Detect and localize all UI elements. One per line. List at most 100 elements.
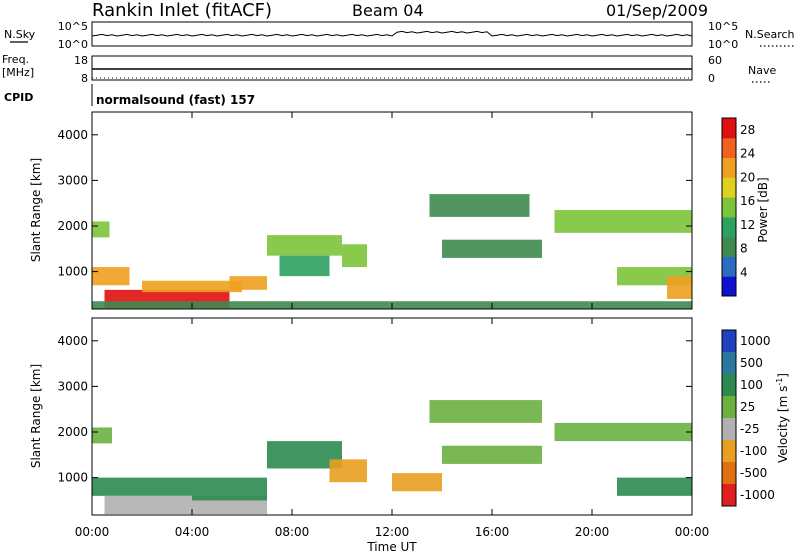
- time-tick-label: 16:00: [475, 525, 510, 539]
- velocity-colorbar-label-end: ]: [776, 373, 790, 378]
- power-y-axis-label: Slant Range [km]: [29, 158, 43, 262]
- power-region: [342, 244, 367, 268]
- power-colorbar-swatch: [722, 177, 736, 198]
- velocity-colorbar-swatch: [722, 418, 736, 441]
- time-tick-label: 20:00: [575, 525, 610, 539]
- velocity-colorbar-tick: 100: [740, 378, 763, 392]
- power-region: [667, 276, 692, 299]
- power-y-tick-label: 1000: [57, 265, 88, 279]
- power-y-tick-label: 4000: [57, 128, 88, 142]
- freq-label-line2: [MHz]: [2, 66, 34, 79]
- power-colorbar-swatch: [722, 197, 736, 218]
- power-colorbar-tick: 4: [740, 265, 748, 279]
- freq-label-line1: Freq.: [2, 53, 29, 66]
- noise-left-tick-bottom: 10^0: [58, 38, 88, 51]
- time-tick-label: 12:00: [375, 525, 410, 539]
- velocity-region: [92, 477, 192, 496]
- power-colorbar-swatch: [722, 157, 736, 178]
- power-colorbar-tick: 12: [740, 218, 755, 232]
- power-panel: 1000 2000 3000 4000 Slant Range [km] 28 24 20…: [29, 111, 770, 310]
- noise-panel-frame: [91, 21, 693, 47]
- power-colorbar-swatch: [722, 236, 736, 257]
- nave-right-tick-bottom: 0: [708, 72, 715, 85]
- velocity-colorbar-tick: -1000: [740, 488, 775, 502]
- power-region: [442, 239, 542, 258]
- noise-right-tick-bottom: 10^0: [708, 38, 738, 51]
- power-colorbar-swatch: [722, 256, 736, 277]
- freq-panel: Freq. [MHz] 18 8 60 0 Nave: [2, 53, 776, 85]
- velocity-region: [92, 427, 112, 444]
- velocity-colorbar-tick: 1000: [740, 334, 771, 348]
- power-colorbar-swatch: [722, 216, 736, 238]
- power-region: [142, 280, 242, 293]
- nave-right-tick-top: 60: [708, 54, 722, 67]
- freq-left-tick-top: 18: [74, 54, 88, 67]
- beam-label: Beam 04: [352, 1, 424, 20]
- velocity-y-tick-label: 2000: [57, 425, 88, 439]
- cpid-text: normalsound (fast) 157: [96, 93, 255, 107]
- velocity-region: [429, 400, 542, 423]
- time-tick-label: 00:00: [75, 525, 110, 539]
- velocity-panel: 1000 2000 3000 4000 Slant Range [km] 1000 50…: [29, 317, 790, 516]
- velocity-region: [617, 477, 692, 496]
- power-colorbar-tick: 20: [740, 170, 755, 184]
- time-tick-label: 00:00: [675, 525, 710, 539]
- time-axis-ticks: 00:00 04:00 08:00 12:00 16:00 20:00 00:00: [75, 525, 710, 539]
- power-colorbar-swatch: [722, 276, 736, 297]
- velocity-colorbar-tick: -500: [740, 466, 767, 480]
- velocity-colorbar-label: Velocity [m s-1]: [775, 373, 790, 463]
- velocity-region: [329, 459, 367, 483]
- freq-left-tick-bottom: 8: [81, 72, 88, 85]
- velocity-colorbar-swatch: [722, 484, 736, 507]
- time-axis-label: Time UT: [366, 540, 417, 554]
- velocity-data-regions: [92, 400, 692, 515]
- noise-left-tick-top: 10^5: [58, 20, 88, 33]
- velocity-colorbar-label-sup: -1: [775, 378, 784, 386]
- power-y-ticks: 1000 2000 3000 4000: [57, 112, 693, 309]
- noise-panel: N.Sky 10^5 10^0 10^5 10^0 N.Search: [4, 20, 796, 51]
- velocity-colorbar-tick: 500: [740, 356, 763, 370]
- velocity-colorbar-tick: 25: [740, 400, 755, 414]
- velocity-colorbar-swatch: [722, 374, 736, 397]
- power-colorbar-tick: 28: [740, 123, 755, 137]
- velocity-colorbar: 1000 500 100 25 -25 -100 -500 -1000: [721, 329, 775, 507]
- power-region: [267, 235, 342, 256]
- time-tick-label: 04:00: [175, 525, 210, 539]
- power-y-tick-label: 2000: [57, 219, 88, 233]
- power-region: [92, 267, 130, 286]
- power-y-tick-label: 3000: [57, 173, 88, 187]
- velocity-colorbar-swatch: [722, 352, 736, 375]
- time-tick-label: 08:00: [275, 525, 310, 539]
- noise-search-label: N.Search: [745, 28, 795, 41]
- station-title: Rankin Inlet (fitACF): [92, 0, 272, 21]
- velocity-y-axis-label: Slant Range [km]: [29, 364, 43, 468]
- power-colorbar-frame: [721, 117, 737, 297]
- noise-sky-label: N.Sky: [4, 28, 36, 41]
- velocity-colorbar-swatch: [722, 330, 736, 353]
- power-colorbar-swatch: [722, 118, 736, 139]
- velocity-colorbar-swatch: [722, 396, 736, 419]
- velocity-colorbar-tick: -25: [740, 422, 760, 436]
- cpid-label: CPID: [4, 91, 33, 104]
- velocity-colorbar-frame: [721, 329, 737, 507]
- velocity-y-tick-label: 3000: [57, 379, 88, 393]
- velocity-region: [554, 422, 692, 442]
- power-colorbar-label: Power [dB]: [756, 177, 770, 242]
- velocity-colorbar-label-main: Velocity [m s: [776, 386, 790, 463]
- velocity-y-tick-label: 4000: [57, 334, 88, 348]
- date-label: 01/Sep/2009: [606, 1, 708, 20]
- velocity-region: [442, 445, 542, 464]
- velocity-colorbar-swatch: [722, 440, 736, 463]
- velocity-colorbar-swatch: [722, 462, 736, 485]
- power-colorbar-swatch: [722, 137, 736, 159]
- power-region: [92, 221, 110, 238]
- noise-right-tick-top: 10^5: [708, 20, 738, 33]
- velocity-colorbar-tick: -100: [740, 444, 767, 458]
- nave-label: Nave: [748, 64, 776, 77]
- freq-panel-frame: [91, 55, 693, 81]
- noise-sky-trace: [91, 30, 693, 37]
- velocity-region: [392, 473, 442, 492]
- power-colorbar-tick: 8: [740, 242, 748, 256]
- power-region: [279, 255, 330, 277]
